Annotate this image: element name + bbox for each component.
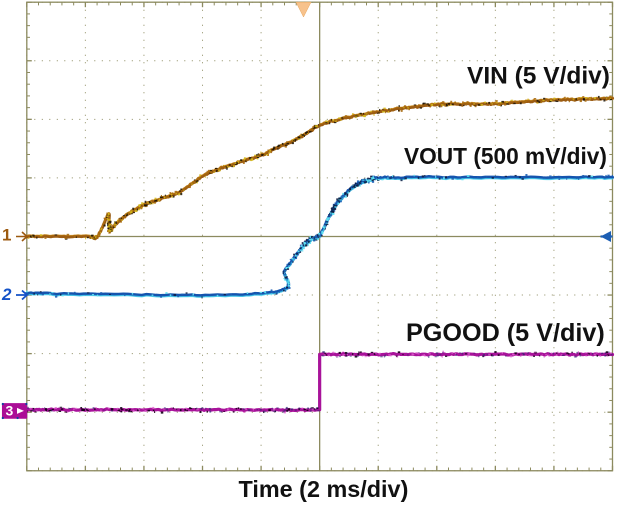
svg-text:VIN (5 V/div): VIN (5 V/div) xyxy=(467,63,610,90)
svg-text:1: 1 xyxy=(2,226,11,245)
svg-text:2: 2 xyxy=(1,285,12,304)
svg-text:VOUT (500 mV/div): VOUT (500 mV/div) xyxy=(404,143,607,169)
svg-text:PGOOD (5 V/div): PGOOD (5 V/div) xyxy=(406,319,605,347)
svg-text:Time (2 ms/div): Time (2 ms/div) xyxy=(239,476,409,502)
svg-text:3: 3 xyxy=(6,402,14,418)
